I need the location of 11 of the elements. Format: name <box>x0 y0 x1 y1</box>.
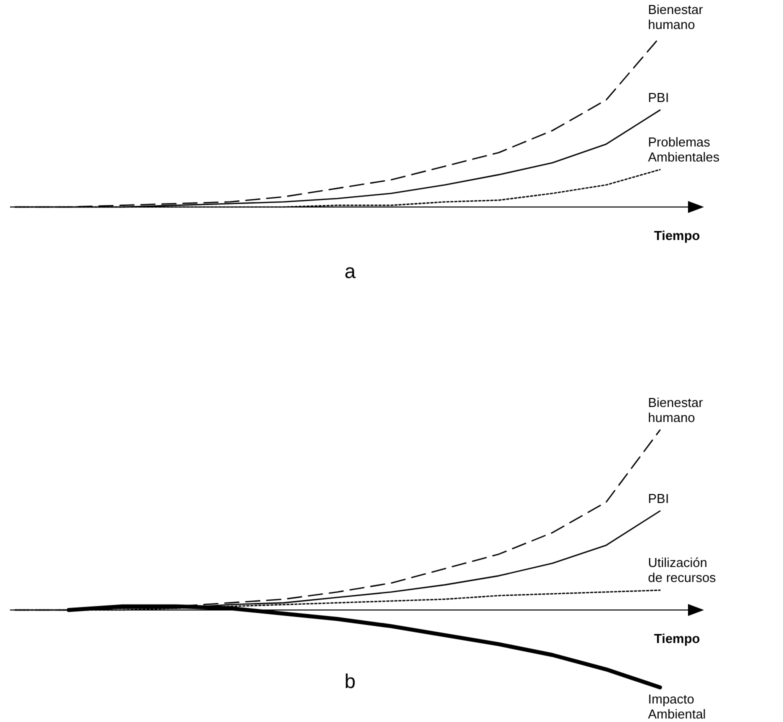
series-label: Problemas Ambientales <box>648 134 720 165</box>
x-axis-title: Tiempo <box>654 228 700 243</box>
text: a <box>344 261 356 283</box>
x-axis-title: Tiempo <box>654 631 700 646</box>
series-label: Utilización de recursos <box>648 555 716 586</box>
series-label: PBI <box>648 491 669 506</box>
series-label: Impacto Ambiental <box>648 691 706 722</box>
series-label: Bienestar humano <box>648 395 704 425</box>
series-label: PBI <box>648 90 669 106</box>
text: b <box>344 671 356 693</box>
series-label: Bienestar humano <box>648 2 704 32</box>
